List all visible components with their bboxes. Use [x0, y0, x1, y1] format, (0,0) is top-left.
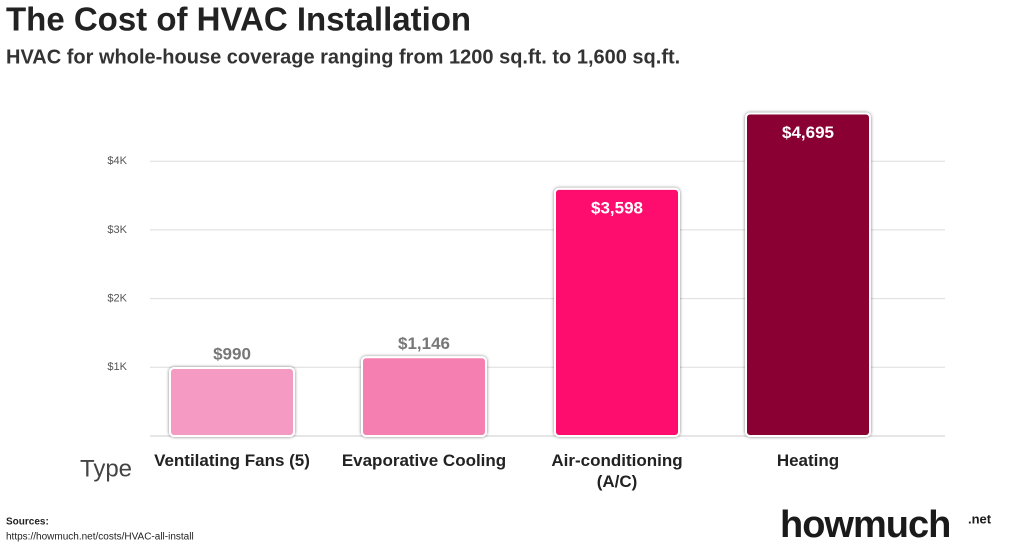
chart-title: The Cost of HVAC Installation: [6, 1, 471, 38]
value-label: $990: [213, 344, 251, 363]
y-tick-label: $1K: [107, 361, 127, 373]
sources-label: Sources:: [6, 517, 49, 528]
bar: [554, 187, 680, 437]
bar: [361, 356, 487, 438]
x-tick-label: Ventilating Fans (5): [154, 451, 310, 470]
bar: [745, 112, 871, 438]
value-label: $3,598: [591, 198, 643, 217]
brand-suffix: .net: [968, 511, 992, 526]
x-tick-label: Heating: [776, 451, 840, 470]
y-tick-label: $4K: [107, 155, 127, 167]
y-tick-label: $3K: [107, 224, 127, 236]
y-tick-label: $2K: [107, 293, 127, 305]
x-tick-label: Evaporative Cooling: [341, 451, 507, 470]
bar: [169, 366, 295, 437]
x-tick-label: Air-conditioning (A/C): [551, 451, 683, 491]
value-label: $1,146: [398, 334, 450, 353]
chart-subtitle: HVAC for whole-house coverage ranging fr…: [6, 46, 680, 68]
brand: howmuch: [780, 504, 950, 546]
value-label: $4,695: [782, 123, 834, 142]
source: https://howmuch.net/costs/HVAC-all-insta…: [6, 532, 194, 543]
x-axis-label: Type: [80, 455, 132, 482]
